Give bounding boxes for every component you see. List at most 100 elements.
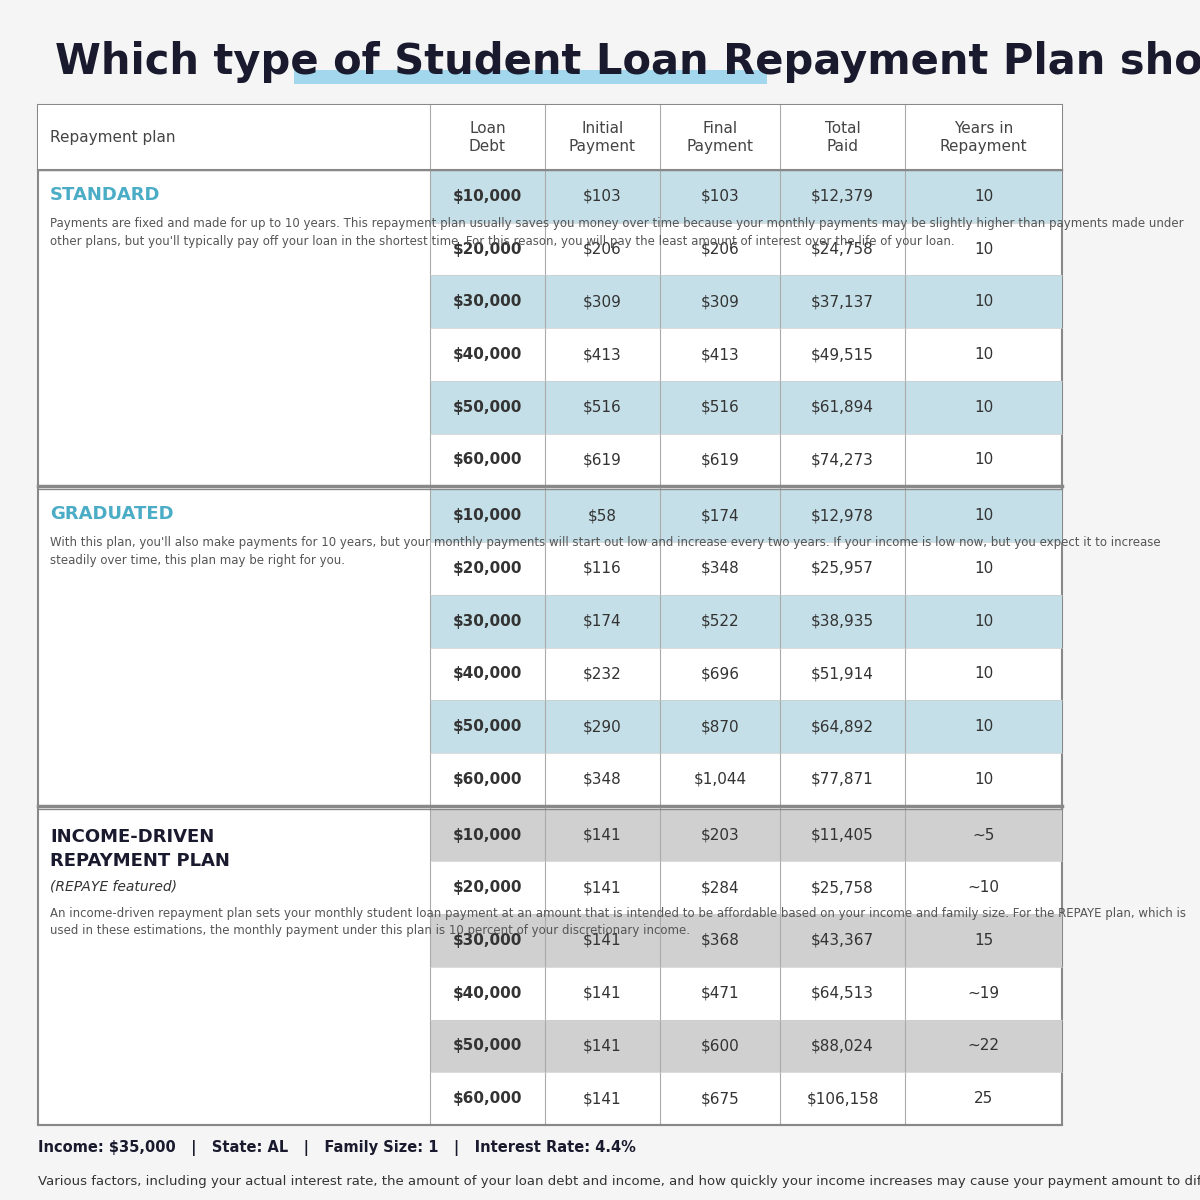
Text: $12,978: $12,978 (811, 508, 874, 523)
Text: $30,000: $30,000 (452, 294, 522, 310)
Text: $116: $116 (583, 560, 622, 576)
Text: $60,000: $60,000 (452, 452, 522, 468)
Text: 10: 10 (974, 560, 994, 576)
Text: 10: 10 (974, 400, 994, 415)
Bar (430, 170, 1062, 223)
Text: 15: 15 (974, 932, 994, 948)
Text: 10: 10 (974, 294, 994, 310)
Text: 10: 10 (974, 772, 994, 787)
Text: 10: 10 (974, 452, 994, 468)
Text: Which type of Student Loan Repayment Plan should I choose?: Which type of Student Loan Repayment Pla… (55, 41, 1200, 83)
Text: $141: $141 (583, 881, 622, 895)
Text: $50,000: $50,000 (452, 719, 522, 734)
Text: $58: $58 (588, 508, 617, 523)
Text: $203: $203 (701, 828, 739, 842)
Text: $309: $309 (583, 294, 622, 310)
Text: $141: $141 (583, 1091, 622, 1106)
Text: Repayment plan: Repayment plan (50, 130, 175, 145)
Text: $40,000: $40,000 (452, 347, 522, 362)
Text: $348: $348 (583, 772, 622, 787)
Text: 10: 10 (974, 613, 994, 629)
Bar (294, 70, 767, 84)
Text: $348: $348 (701, 560, 739, 576)
Text: $50,000: $50,000 (452, 400, 522, 415)
Text: $141: $141 (583, 1038, 622, 1054)
Text: With this plan, you'll also make payments for 10 years, but your monthly payment: With this plan, you'll also make payment… (50, 536, 1160, 566)
Text: $141: $141 (583, 985, 622, 1001)
Text: $675: $675 (701, 1091, 739, 1106)
Text: $522: $522 (701, 613, 739, 629)
Text: $696: $696 (701, 666, 739, 682)
Bar (38, 104, 1062, 170)
Text: $38,935: $38,935 (811, 613, 874, 629)
Text: $103: $103 (583, 188, 622, 204)
Bar (430, 380, 1062, 433)
Text: $20,000: $20,000 (452, 560, 522, 576)
Text: $619: $619 (701, 452, 739, 468)
Text: $30,000: $30,000 (452, 613, 522, 629)
Text: Final
Payment: Final Payment (686, 121, 754, 155)
Text: Various factors, including your actual interest rate, the amount of your loan de: Various factors, including your actual i… (38, 1175, 1200, 1188)
Text: $11,405: $11,405 (811, 828, 874, 842)
Bar (38, 104, 1062, 1126)
Text: ~5: ~5 (972, 828, 995, 842)
Text: $61,894: $61,894 (811, 400, 874, 415)
Text: STANDARD: STANDARD (50, 186, 161, 204)
Text: 10: 10 (974, 188, 994, 204)
Bar (430, 914, 1062, 967)
Text: $64,892: $64,892 (811, 719, 874, 734)
Bar (430, 809, 1062, 862)
Text: $40,000: $40,000 (452, 666, 522, 682)
Bar (430, 1020, 1062, 1073)
Text: $619: $619 (583, 452, 622, 468)
Text: $77,871: $77,871 (811, 772, 874, 787)
Text: Income: $35,000   |   State: AL   |   Family Size: 1   |   Interest Rate: 4.4%: Income: $35,000 | State: AL | Family Siz… (38, 1140, 636, 1156)
Text: $37,137: $37,137 (811, 294, 874, 310)
Text: $74,273: $74,273 (811, 452, 874, 468)
Text: $516: $516 (701, 400, 739, 415)
Text: $141: $141 (583, 828, 622, 842)
Text: $25,957: $25,957 (811, 560, 874, 576)
Text: $10,000: $10,000 (452, 828, 522, 842)
Text: $413: $413 (583, 347, 622, 362)
Text: 10: 10 (974, 241, 994, 257)
Text: $88,024: $88,024 (811, 1038, 874, 1054)
Text: $103: $103 (701, 188, 739, 204)
Text: 10: 10 (974, 347, 994, 362)
Text: ~10: ~10 (967, 881, 1000, 895)
Bar (430, 595, 1062, 648)
Text: $600: $600 (701, 1038, 739, 1054)
Text: $12,379: $12,379 (811, 188, 874, 204)
Text: $309: $309 (701, 294, 739, 310)
Text: 25: 25 (974, 1091, 994, 1106)
Text: $141: $141 (583, 932, 622, 948)
Text: $870: $870 (701, 719, 739, 734)
Text: $51,914: $51,914 (811, 666, 874, 682)
Text: $49,515: $49,515 (811, 347, 874, 362)
Text: $413: $413 (701, 347, 739, 362)
Text: $10,000: $10,000 (452, 508, 522, 523)
Text: Loan
Debt: Loan Debt (469, 121, 506, 155)
Text: Years in
Repayment: Years in Repayment (940, 121, 1027, 155)
Text: $368: $368 (701, 932, 739, 948)
Text: GRADUATED: GRADUATED (50, 505, 174, 523)
Text: ~19: ~19 (967, 985, 1000, 1001)
Text: $64,513: $64,513 (811, 985, 874, 1001)
Text: $60,000: $60,000 (452, 1091, 522, 1106)
Text: $174: $174 (583, 613, 622, 629)
Text: $43,367: $43,367 (811, 932, 874, 948)
Text: $50,000: $50,000 (452, 1038, 522, 1054)
Text: 10: 10 (974, 719, 994, 734)
Text: Payments are fixed and made for up to 10 years. This repayment plan usually save: Payments are fixed and made for up to 10… (50, 217, 1183, 247)
Text: $30,000: $30,000 (452, 932, 522, 948)
Bar (430, 276, 1062, 328)
Text: 10: 10 (974, 508, 994, 523)
Text: (REPAYE featured): (REPAYE featured) (50, 880, 178, 894)
Bar (430, 701, 1062, 752)
Text: INCOME-DRIVEN: INCOME-DRIVEN (50, 828, 215, 846)
Text: $206: $206 (701, 241, 739, 257)
Text: $206: $206 (583, 241, 622, 257)
Text: REPAYMENT PLAN: REPAYMENT PLAN (50, 852, 230, 870)
Text: $1,044: $1,044 (694, 772, 746, 787)
Text: Total
Paid: Total Paid (824, 121, 860, 155)
